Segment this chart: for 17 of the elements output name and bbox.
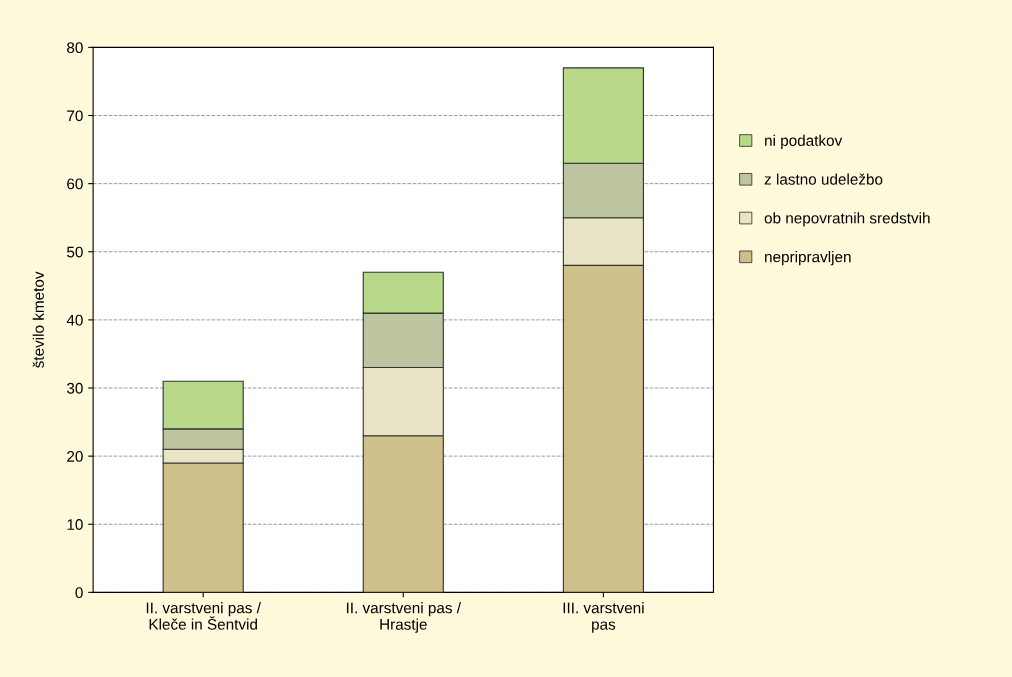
y-tick-label: 40 — [66, 314, 83, 326]
y-tick-label: 60 — [67, 178, 83, 190]
y-tick-label: 70 — [67, 110, 83, 122]
y-tick-label: 30 — [66, 382, 83, 394]
y-tick-label: 10 — [67, 519, 83, 530]
x-tick-label: III. varstveni pas — [563, 602, 644, 633]
y-tick-label: 50 — [67, 246, 83, 258]
y-tick-label: 0 — [75, 587, 83, 599]
x-tick-label: II. varstveni pas / Kleče in Šentvid — [146, 602, 261, 630]
legend-label: nepripravljen — [765, 251, 851, 266]
legend-label: ob nepovratnih sredstvih — [764, 212, 930, 227]
y-tick-label: 20 — [67, 451, 83, 462]
y-tick-label: 80 — [67, 42, 83, 54]
y-axis-title: število kmetov — [32, 271, 44, 368]
x-tick-label: II. varstveni pas / Hrastje — [346, 602, 462, 633]
legend-label: ni podatkov — [765, 134, 843, 149]
legend-label: z lastno udeležbo — [764, 173, 883, 185]
